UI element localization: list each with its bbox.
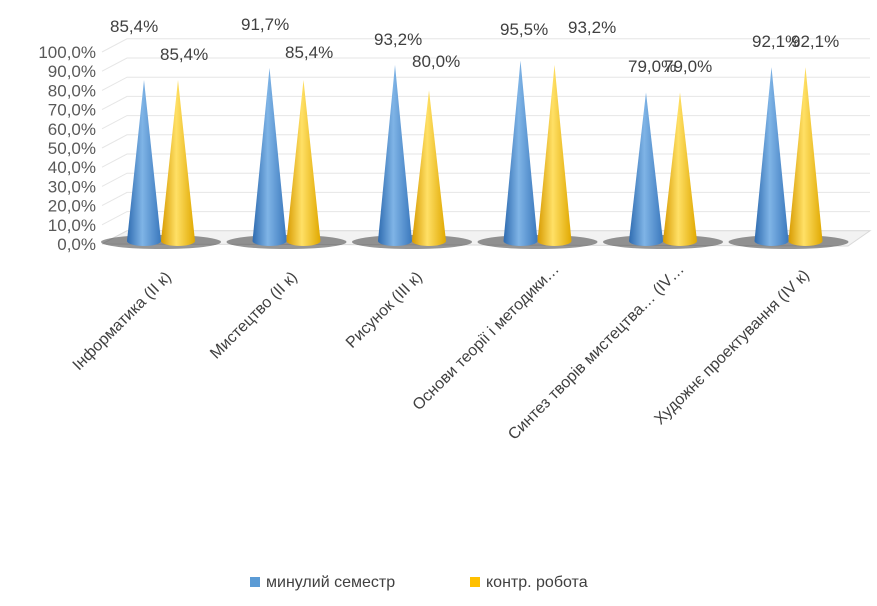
category-label: Художнє проектування (ІV к) [651, 267, 812, 428]
cone-bar [629, 92, 663, 246]
cone-bar [754, 67, 789, 246]
cone-bar [161, 80, 195, 246]
data-label: 91,7% [241, 15, 289, 34]
cone-bar [503, 60, 538, 246]
y-tick-label: 0,0% [57, 235, 96, 254]
cone-bar [412, 90, 446, 247]
gridline [101, 38, 870, 53]
data-label: 93,2% [568, 18, 616, 37]
cone-shadow [603, 235, 723, 249]
cone-bar [788, 67, 823, 246]
data-label: 80,0% [412, 52, 460, 71]
y-tick-label: 80,0% [48, 81, 96, 100]
category-label: Рисунок (ІІІ к) [343, 269, 426, 352]
category-label: Мистецтво (ІІ к) [207, 269, 301, 363]
gridline [101, 172, 870, 187]
data-label: 85,4% [160, 45, 208, 64]
legend-item: контр. робота [470, 574, 588, 591]
y-tick-label: 30,0% [48, 177, 96, 196]
y-tick-label: 10,0% [48, 216, 96, 235]
y-tick-label: 90,0% [48, 62, 96, 81]
cone-bar [663, 92, 697, 246]
y-tick-label: 60,0% [48, 120, 96, 139]
y-tick-label: 50,0% [48, 139, 96, 158]
data-label: 79,0% [664, 57, 712, 76]
y-tick-label: 70,0% [48, 101, 96, 120]
data-label: 95,5% [500, 20, 548, 39]
data-label: 85,4% [285, 43, 333, 62]
data-label: 93,2% [374, 30, 422, 49]
legend-label: минулий семестр [266, 574, 395, 591]
y-tick-label: 40,0% [48, 158, 96, 177]
legend-label: контр. робота [486, 574, 588, 591]
gridline [101, 95, 870, 111]
category-label: Інформатика (ІІ к) [70, 269, 175, 374]
cone-shadow [477, 235, 598, 249]
gridline [101, 153, 870, 168]
legend-swatch [470, 577, 480, 587]
data-label: 92,1% [752, 32, 800, 51]
cone-bar [378, 65, 412, 246]
y-tick-label: 20,0% [48, 197, 96, 216]
cone-bar [127, 80, 161, 246]
legend-swatch [250, 577, 260, 587]
cone-shadow [728, 235, 849, 249]
gridline [101, 191, 870, 207]
data-label: 79,0% [628, 57, 676, 76]
gridline [101, 211, 870, 226]
cone-shadow [226, 235, 347, 249]
gridline [101, 57, 870, 72]
cone-shadow [352, 235, 472, 249]
cone-bar [286, 80, 321, 246]
gridline [101, 134, 870, 149]
data-label: 92,1% [791, 32, 839, 51]
cone-shadow [101, 235, 221, 249]
y-tick-label: 100,0% [38, 43, 96, 62]
data-label: 85,4% [110, 17, 158, 36]
cone-bar [537, 65, 572, 246]
legend-item: минулий семестр [250, 574, 395, 591]
gridline [101, 76, 870, 91]
category-label: Основи теорії і методики… [410, 261, 563, 414]
gridline [101, 115, 870, 130]
cone-bar [252, 67, 287, 246]
